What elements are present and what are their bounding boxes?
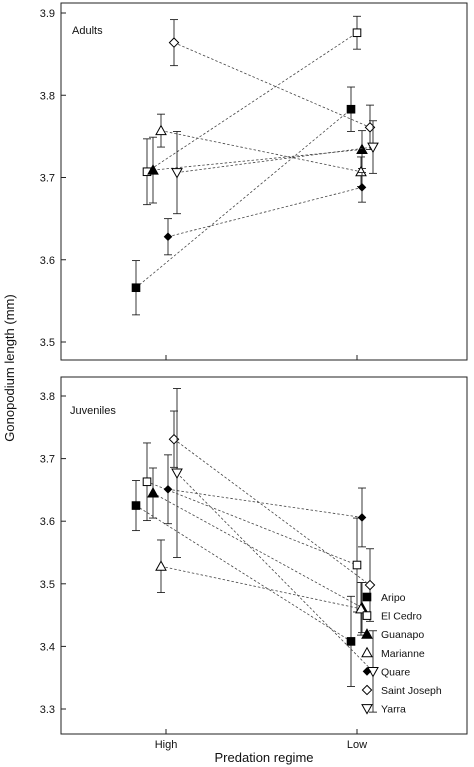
legend-marker-guanapo (361, 628, 373, 639)
juveniles-point-guanapo-high (147, 487, 159, 498)
juveniles-point-marianne-low (355, 602, 367, 614)
juveniles-y-tick-label: 3.6 (40, 516, 55, 528)
legend-label-saint-joseph: Saint Joseph (381, 685, 442, 697)
juveniles-point-el-cedro-high (142, 477, 152, 487)
adults-y-tick-label: 3.7 (40, 173, 55, 185)
adults-series-line-marianne (160, 130, 362, 173)
legend-item-yarra: Yarra (361, 704, 406, 716)
juveniles-plot-layer: 3.3 3.4 3.5 3.6 3.7 3.8 (40, 388, 379, 734)
adults-panel-frame (60, 2, 468, 361)
y-axis-label: Gonopodium length (mm) (2, 294, 17, 441)
juveniles-series-line-aripo (135, 505, 352, 642)
juveniles-y-tick-label: 3.4 (40, 641, 55, 653)
x-axis-label: Predation regime (215, 750, 314, 765)
adults-y-tick-label: 3.5 (40, 337, 55, 349)
adults-point-guanapo-low (356, 143, 368, 155)
legend-marker-yarra (361, 704, 373, 715)
x-ticks-layer: High Low (155, 739, 367, 751)
legend-marker-aripo (362, 592, 372, 602)
legend-item-el-cedro: El Cedro (362, 611, 422, 623)
adults-point-aripo-high (131, 283, 141, 293)
juveniles-series-line-yarra (176, 472, 374, 672)
legend-label-guanapo: Guanapo (381, 629, 424, 641)
juveniles-point-aripo-high (131, 501, 141, 510)
adults-point-yarra-low (367, 142, 379, 154)
adults-series-guanapo (147, 130, 368, 204)
juveniles-point-saint-joseph-low (364, 579, 376, 591)
legend-label-aripo: Aripo (381, 592, 406, 604)
adults-plot-layer: 3.5 3.6 3.7 3.8 3.9 (40, 8, 379, 360)
juveniles-point-yarra-high (171, 468, 183, 480)
juveniles-series-line-el-cedro (146, 481, 358, 566)
juveniles-series-marianne (155, 539, 367, 636)
adults-point-guanapo-high (147, 164, 159, 175)
juveniles-series-guanapo (147, 467, 368, 634)
legend-item-marianne: Marianne (361, 646, 425, 660)
adults-point-quare-high (163, 232, 173, 242)
juveniles-point-marianne-high (155, 560, 167, 571)
legend-label-el-cedro: El Cedro (381, 611, 422, 623)
legend-marker-quare (362, 667, 372, 676)
adults-series-line-el-cedro (146, 32, 358, 173)
adults-series-marianne (155, 113, 367, 187)
adults-series-line-yarra (176, 146, 374, 173)
juveniles-series-saint-joseph (168, 410, 376, 622)
adults-point-yarra-high (171, 168, 183, 179)
juveniles-y-tick-label: 3.5 (40, 579, 55, 591)
adults-point-saint-joseph-high (168, 37, 180, 48)
juveniles-series-line-marianne (160, 565, 362, 610)
adults-point-marianne-high (155, 124, 167, 136)
x-tick-label-low: Low (347, 739, 367, 751)
adults-series-line-guanapo (152, 149, 363, 171)
adults-y-tick-label: 3.8 (40, 90, 55, 102)
adults-point-marianne-low (355, 165, 367, 177)
juveniles-series-line-saint-joseph (173, 438, 371, 586)
adults-series-aripo (131, 86, 356, 316)
juveniles-series-line-guanapo (152, 492, 363, 608)
juveniles-point-quare-high (163, 484, 173, 494)
juveniles-y-tick-label: 3.8 (40, 391, 55, 403)
adults-series-quare (163, 172, 367, 256)
legend: Aripo El Cedro Guanapo Marianne Quare Saint J… (361, 592, 442, 716)
juveniles-point-el-cedro-low (352, 560, 362, 570)
juveniles-series-aripo (131, 480, 356, 687)
juveniles-y-tick-label: 3.3 (40, 704, 55, 716)
adults-series-line-aripo (135, 108, 352, 289)
adults-panel-label: Adults (72, 25, 103, 37)
legend-item-aripo: Aripo (362, 592, 406, 604)
legend-item-saint-joseph: Saint Joseph (361, 684, 442, 697)
adults-series-yarra (171, 120, 379, 215)
legend-label-quare: Quare (381, 666, 410, 678)
legend-marker-el-cedro (362, 611, 372, 620)
adults-y-tick-label: 3.6 (40, 255, 55, 267)
juveniles-series-el-cedro (142, 442, 362, 613)
legend-marker-marianne (361, 646, 373, 658)
adults-series-saint-joseph (168, 19, 376, 150)
juveniles-point-quare-low (357, 513, 367, 522)
adults-series-line-quare (167, 186, 363, 238)
juveniles-series-quare (163, 454, 367, 548)
x-tick-label-high: High (155, 739, 178, 751)
legend-item-quare: Quare (362, 666, 410, 678)
legend-item-guanapo: Guanapo (361, 628, 424, 641)
juveniles-panel-frame (60, 376, 468, 735)
legend-marker-saint-joseph (361, 684, 373, 696)
adults-y-tick-label: 3.9 (40, 8, 55, 20)
juveniles-series-yarra (171, 388, 379, 713)
legend-label-yarra: Yarra (381, 704, 406, 716)
juveniles-y-tick-label: 3.7 (40, 454, 55, 466)
juveniles-series-line-quare (167, 488, 363, 518)
juveniles-panel-label: Juveniles (70, 405, 116, 417)
legend-label-marianne: Marianne (381, 648, 425, 660)
adults-series-line-saint-joseph (173, 42, 371, 128)
adults-point-el-cedro-low (352, 28, 362, 38)
adults-point-aripo-low (346, 104, 356, 114)
adults-point-quare-low (357, 183, 367, 192)
juveniles-point-aripo-low (346, 637, 356, 646)
